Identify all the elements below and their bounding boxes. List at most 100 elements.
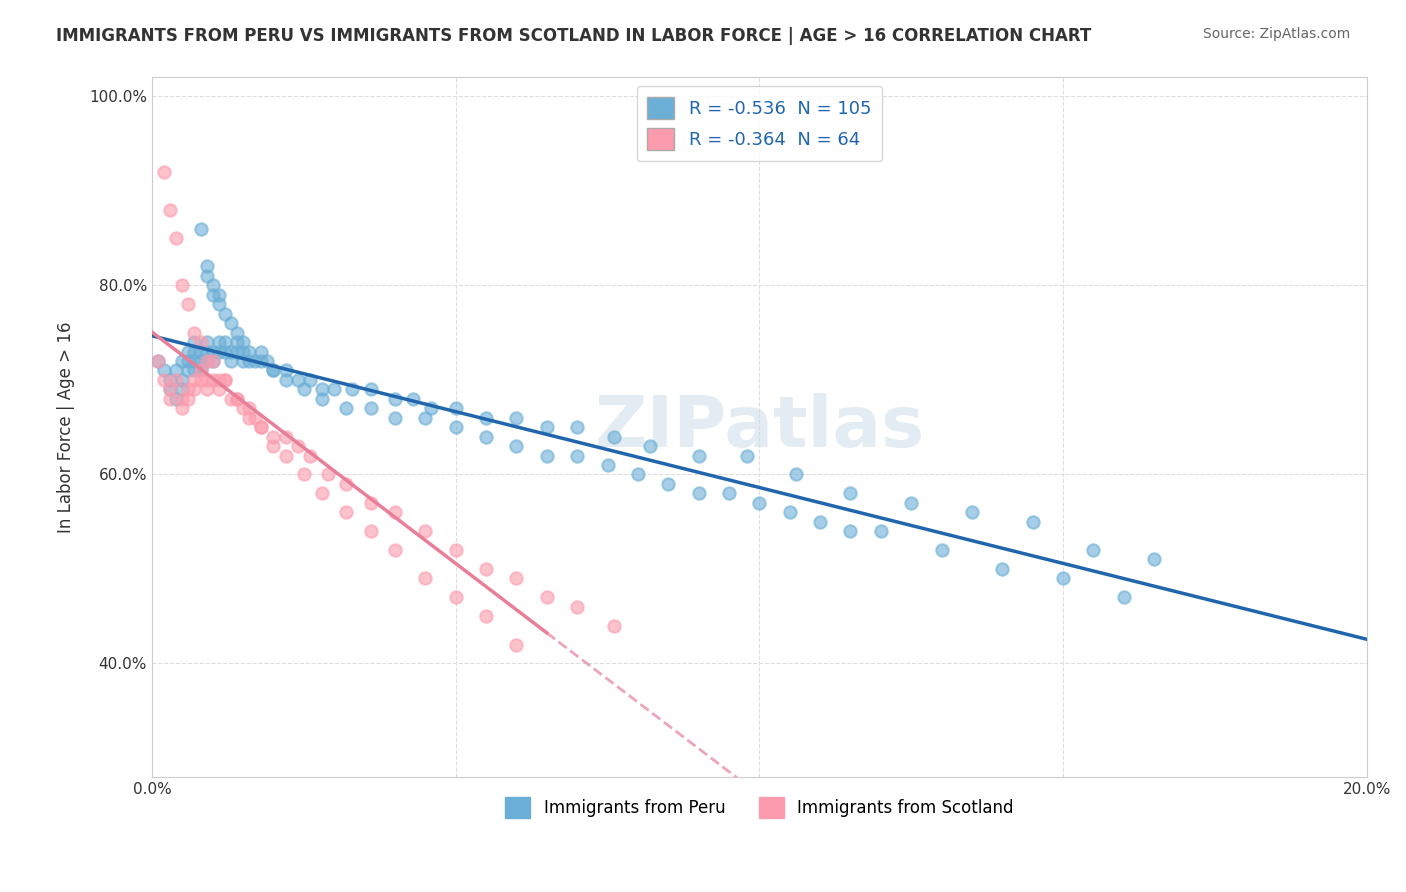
Point (384, 392, 406, 406)
Point (413, 571, 436, 585)
Point (165, 231, 187, 245)
Point (274, 429, 297, 443)
Point (190, 363, 212, 377)
Point (413, 524, 436, 538)
Point (165, 363, 187, 377)
Point (342, 382, 364, 396)
Point (201, 278, 224, 293)
Point (1083, 543, 1105, 558)
Point (195, 344, 218, 359)
Point (226, 344, 249, 359)
Point (475, 429, 498, 443)
Point (444, 401, 467, 416)
Point (245, 354, 267, 368)
Point (444, 420, 467, 434)
Point (657, 476, 679, 491)
Point (262, 363, 284, 377)
Point (287, 373, 309, 387)
Point (298, 449, 321, 463)
Point (262, 429, 284, 443)
Point (360, 496, 382, 510)
Point (402, 392, 425, 406)
Point (638, 439, 661, 453)
Point (536, 420, 558, 434)
Point (190, 344, 212, 359)
Point (1112, 591, 1135, 605)
Point (195, 354, 218, 368)
Point (201, 344, 224, 359)
Point (475, 609, 498, 624)
Point (201, 354, 224, 368)
Point (172, 373, 194, 387)
Point (190, 335, 212, 350)
Y-axis label: In Labor Force | Age > 16: In Labor Force | Age > 16 (58, 321, 75, 533)
Point (201, 288, 224, 302)
Point (201, 373, 224, 387)
Point (214, 307, 236, 321)
Point (232, 335, 254, 350)
Point (475, 562, 498, 576)
Point (274, 363, 297, 377)
Point (172, 401, 194, 416)
Point (190, 221, 212, 235)
Point (596, 458, 619, 472)
Point (505, 439, 527, 453)
Point (360, 401, 382, 416)
Point (177, 344, 200, 359)
Point (226, 335, 249, 350)
Point (219, 316, 242, 330)
Point (335, 505, 357, 519)
Point (208, 373, 231, 387)
Point (335, 476, 357, 491)
Point (159, 202, 181, 217)
Point (536, 591, 558, 605)
Point (274, 373, 297, 387)
Point (688, 486, 710, 500)
Point (183, 335, 205, 350)
Text: Source: ZipAtlas.com: Source: ZipAtlas.com (1202, 27, 1350, 41)
Point (183, 326, 205, 340)
Point (602, 618, 624, 632)
Point (146, 354, 169, 368)
Point (323, 382, 346, 396)
Point (214, 344, 236, 359)
Point (201, 354, 224, 368)
Point (190, 363, 212, 377)
Point (159, 382, 181, 396)
Point (316, 467, 339, 482)
Point (219, 344, 242, 359)
Point (360, 382, 382, 396)
Point (153, 373, 176, 387)
Point (931, 543, 953, 558)
Point (274, 449, 297, 463)
Point (1022, 515, 1045, 529)
Point (748, 496, 770, 510)
Point (287, 439, 309, 453)
Point (565, 599, 588, 614)
Point (195, 335, 218, 350)
Point (536, 449, 558, 463)
Point (165, 373, 187, 387)
Point (226, 392, 249, 406)
Point (153, 165, 176, 179)
Point (311, 486, 333, 500)
Point (413, 410, 436, 425)
Point (839, 486, 862, 500)
Point (870, 524, 893, 538)
Point (420, 401, 443, 416)
Point (219, 354, 242, 368)
Point (779, 505, 801, 519)
Point (177, 297, 200, 311)
Point (1052, 571, 1074, 585)
Point (183, 344, 205, 359)
Point (183, 363, 205, 377)
Point (785, 467, 807, 482)
Point (172, 392, 194, 406)
Point (195, 382, 218, 396)
Point (991, 562, 1014, 576)
Point (232, 401, 254, 416)
Point (183, 354, 205, 368)
Point (960, 505, 983, 519)
Point (505, 638, 527, 652)
Point (735, 449, 758, 463)
